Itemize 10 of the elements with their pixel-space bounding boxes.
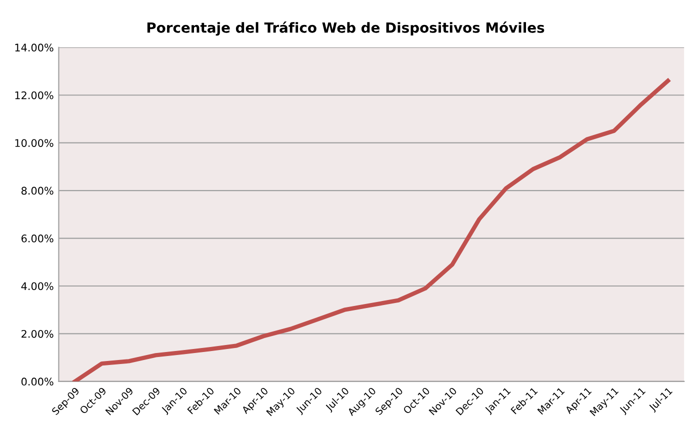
y-tick-label: 0.00% [21, 378, 54, 386]
y-tick-label: 4.00% [21, 282, 54, 290]
chart-title: Porcentaje del Tráfico Web de Dispositivos Móviles [147, 22, 544, 36]
line-series [72, 78, 670, 382]
y-tick-label: 10.00% [15, 139, 54, 147]
y-tick-label: 6.00% [22, 234, 54, 242]
y-tick-label: 2.00% [22, 330, 54, 338]
y-tick-label: 14.00% [15, 44, 54, 52]
y-tick-label: 12.00% [15, 91, 54, 100]
y-tick-label: 8.00% [21, 186, 54, 195]
